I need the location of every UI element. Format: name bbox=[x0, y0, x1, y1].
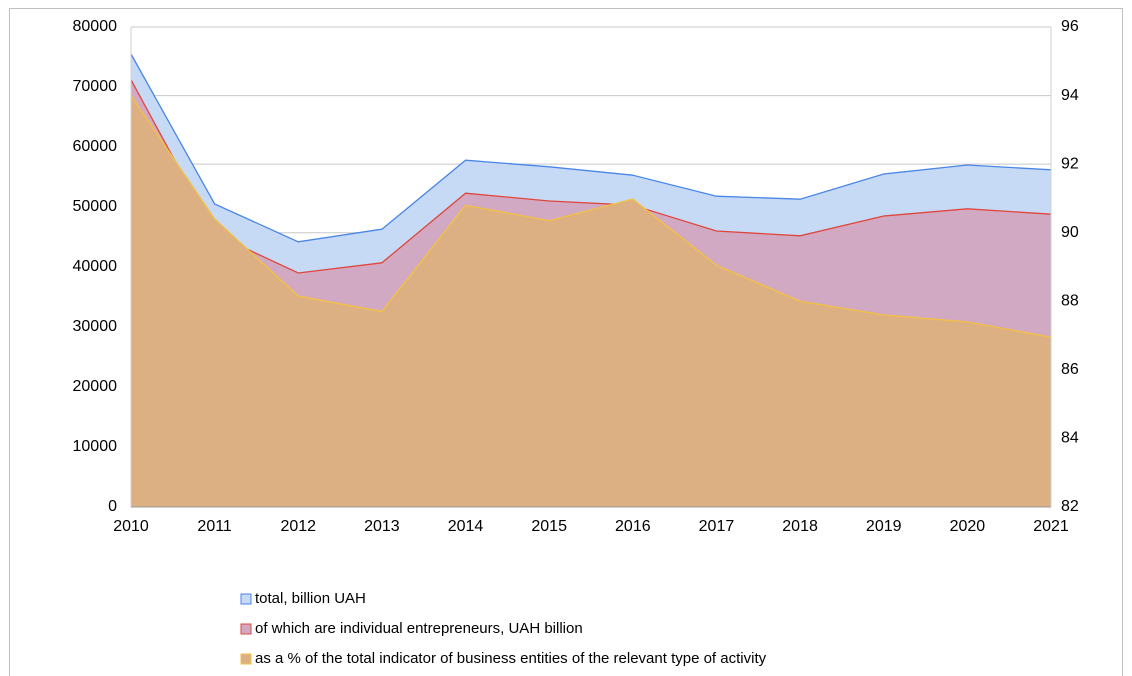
x-tick-label: 2013 bbox=[364, 518, 400, 535]
x-tick-label: 2018 bbox=[782, 518, 818, 535]
y2-tick-label: 84 bbox=[1061, 430, 1079, 447]
y2-tick-label: 88 bbox=[1061, 293, 1079, 310]
chart-frame bbox=[9, 8, 1123, 676]
area-line bbox=[130, 79, 1052, 274]
y2-tick-label: 96 bbox=[1061, 18, 1079, 35]
x-tick-label: 2019 bbox=[866, 518, 902, 535]
x-tick-label: 2010 bbox=[113, 518, 149, 535]
legend-swatch bbox=[240, 593, 252, 605]
legend-label: as a % of the total indicator of busines… bbox=[255, 650, 767, 667]
x-tick-label: 2015 bbox=[531, 518, 567, 535]
legend-label: of which are individual entrepreneurs, U… bbox=[255, 620, 583, 637]
area-line bbox=[130, 53, 1052, 243]
x-tick-label: 2020 bbox=[950, 518, 986, 535]
y2-tick-label: 86 bbox=[1061, 361, 1079, 378]
y2-tick-label: 94 bbox=[1061, 87, 1079, 104]
y-tick-label: 50000 bbox=[73, 198, 118, 215]
y-tick-label: 10000 bbox=[73, 438, 118, 455]
y-tick-label: 60000 bbox=[73, 138, 118, 155]
x-tick-label: 2016 bbox=[615, 518, 651, 535]
x-tick-label: 2011 bbox=[197, 518, 232, 535]
legend-label: total, billion UAH bbox=[255, 590, 366, 607]
x-tick-label: 2021 bbox=[1033, 518, 1069, 535]
area bbox=[131, 95, 1051, 508]
y-tick-label: 0 bbox=[108, 498, 117, 515]
y-tick-label: 20000 bbox=[73, 378, 118, 395]
legend-swatch bbox=[240, 623, 252, 635]
x-tick-label: 2012 bbox=[280, 518, 316, 535]
y2-tick-label: 82 bbox=[1061, 498, 1079, 515]
y-tick-label: 40000 bbox=[73, 258, 118, 275]
x-tick-label: 2014 bbox=[448, 518, 484, 535]
y-tick-label: 70000 bbox=[73, 78, 118, 95]
legend-swatch bbox=[240, 653, 252, 665]
y2-tick-label: 92 bbox=[1061, 155, 1079, 172]
y-tick-label: 30000 bbox=[73, 318, 118, 335]
area-line bbox=[130, 95, 1052, 338]
y-tick-label: 80000 bbox=[73, 18, 118, 35]
x-tick-label: 2017 bbox=[699, 518, 735, 535]
y2-tick-label: 90 bbox=[1061, 224, 1079, 241]
